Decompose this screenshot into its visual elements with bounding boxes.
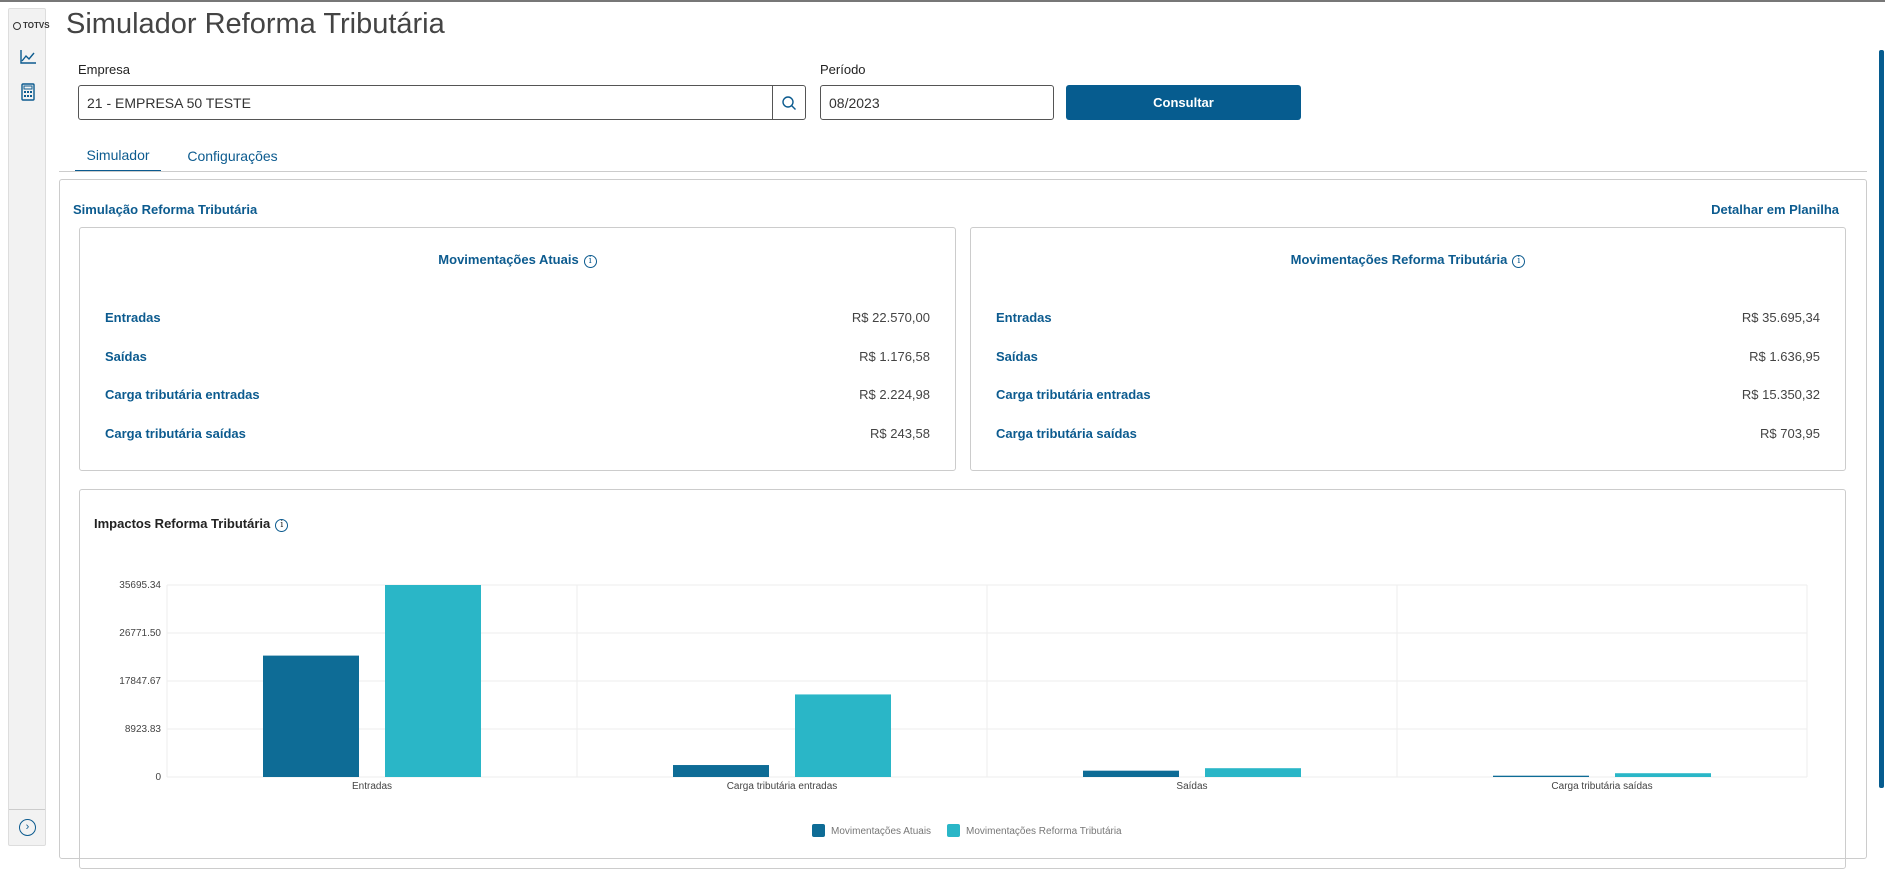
bar-reforma	[1205, 768, 1301, 777]
list-item: Saídas R$ 1.636,95	[996, 349, 1820, 364]
row-label: Carga tributária entradas	[105, 387, 260, 402]
bar-atuais	[263, 655, 359, 777]
card-movimentacoes-reforma: Movimentações Reforma Tributária i Entrad…	[970, 227, 1846, 471]
row-label: Saídas	[105, 349, 147, 364]
row-value: R$ 703,95	[1760, 426, 1820, 441]
scrollbar[interactable]	[1879, 50, 1884, 788]
y-tick-label: 8923.83	[125, 724, 162, 735]
bar-reforma	[385, 585, 481, 777]
legend-label: Movimentações Atuais	[831, 826, 931, 837]
row-label: Carga tributária saídas	[996, 426, 1137, 441]
simulation-title: Simulação Reforma Tributária	[73, 202, 258, 217]
row-label: Saídas	[996, 349, 1038, 364]
sidebar-footer: ›	[9, 809, 45, 845]
page-title: Simulador Reforma Tributária	[66, 8, 445, 40]
bar-atuais	[673, 765, 769, 777]
search-icon	[782, 95, 796, 110]
list-item: Saídas R$ 1.176,58	[105, 349, 930, 364]
row-value: R$ 2.224,98	[859, 387, 930, 402]
bar-reforma	[1615, 773, 1711, 777]
detalhar-planilha-link[interactable]: Detalhar em Planilha	[1711, 202, 1839, 217]
row-label: Entradas	[105, 310, 161, 325]
card-movimentacoes-atuais: Movimentações Atuais i Entradas R$ 22.570,…	[79, 227, 956, 471]
list-item: Entradas R$ 22.570,00	[105, 310, 930, 325]
empresa-input[interactable]: 21 - EMPRESA 50 TESTE	[78, 85, 773, 120]
row-value: R$ 1.636,95	[1749, 349, 1820, 364]
card-title: Movimentações Reforma Tributária	[1290, 252, 1508, 267]
bar-atuais	[1493, 775, 1589, 777]
list-item: Carga tributária entradas R$ 2.224,98	[105, 387, 930, 402]
legend-swatch	[812, 824, 825, 837]
y-tick-label: 26771.50	[119, 628, 161, 639]
totvs-logo: TOTVS	[13, 21, 50, 30]
tabs-divider	[59, 171, 1867, 172]
y-tick-label: 35695.34	[119, 580, 161, 591]
bar-atuais	[1083, 770, 1179, 777]
calculator-icon[interactable]	[17, 81, 39, 103]
row-value: R$ 22.570,00	[851, 310, 930, 325]
row-value: R$ 15.350,32	[1741, 387, 1820, 402]
list-item: Carga tributária saídas R$ 703,95	[996, 426, 1820, 441]
legend-swatch	[947, 824, 960, 837]
list-item: Carga tributária entradas R$ 15.350,32	[996, 387, 1820, 402]
x-tick-label: Saídas	[1176, 781, 1207, 792]
y-tick-label: 17847.67	[119, 676, 161, 687]
x-tick-label: Entradas	[352, 781, 392, 792]
sidebar: TOTVS ›	[8, 8, 50, 846]
info-icon[interactable]: i	[583, 255, 597, 268]
x-tick-label: Carga tributária entradas	[727, 781, 838, 792]
periodo-label: Período	[820, 62, 866, 77]
info-icon[interactable]: i	[275, 519, 289, 532]
chart-line-icon[interactable]	[17, 45, 39, 67]
consultar-button[interactable]: Consultar	[1066, 85, 1301, 120]
card-title: Movimentações Atuais	[438, 252, 579, 267]
window-top-border	[0, 0, 1885, 2]
list-item: Carga tributária saídas R$ 243,58	[105, 426, 930, 441]
tab-configuracoes[interactable]: Configurações	[187, 148, 278, 164]
x-tick-label: Carga tributária saídas	[1551, 781, 1652, 792]
periodo-input[interactable]: 08/2023	[820, 85, 1054, 120]
list-item: Entradas R$ 35.695,34	[996, 310, 1820, 325]
empresa-label: Empresa	[78, 62, 131, 77]
row-label: Carga tributária entradas	[996, 387, 1151, 402]
row-value: R$ 35.695,34	[1741, 310, 1820, 325]
legend-label: Movimentações Reforma Tributária	[966, 826, 1122, 837]
bar-chart: 0 8923.83 17847.67 26771.50 35695.34 Entradas…	[119, 580, 1808, 837]
info-icon[interactable]: i	[1512, 255, 1526, 268]
row-value: R$ 1.176,58	[859, 349, 930, 364]
row-label: Carga tributária saídas	[105, 426, 246, 441]
chart-title: Impactos Reforma Tributária	[94, 516, 271, 531]
empresa-search-button[interactable]	[772, 85, 806, 120]
bar-reforma	[795, 694, 891, 777]
row-label: Entradas	[996, 310, 1052, 325]
row-value: R$ 243,58	[870, 426, 930, 441]
chevron-right-circle-icon[interactable]: ›	[19, 819, 36, 836]
y-tick-label: 0	[155, 772, 161, 783]
